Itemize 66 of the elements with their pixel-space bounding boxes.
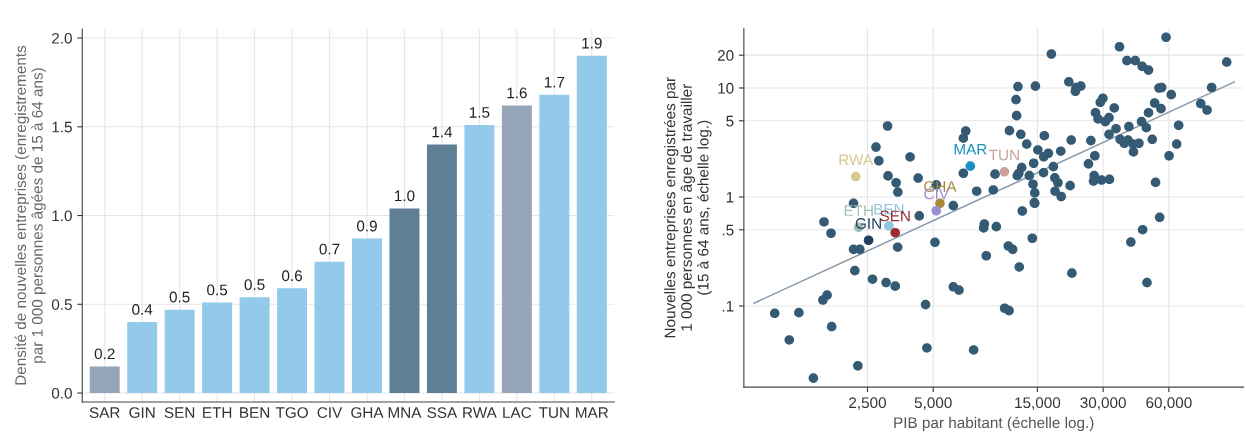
x-tick-label: ETH — [203, 407, 232, 418]
data-label: 1.9 — [582, 37, 602, 49]
data-label: 1.5 — [469, 107, 490, 118]
data-label: 0.7 — [319, 243, 340, 255]
series-label: TUN — [989, 149, 1019, 161]
y-tick-label: .5 — [722, 224, 734, 236]
bar — [464, 125, 495, 394]
x-tick-label: 2,500 — [849, 397, 886, 410]
bar — [89, 366, 120, 394]
x-tick-label: 15,000 — [1015, 397, 1061, 410]
x-tick-label: LAC — [503, 407, 532, 419]
y-tick-label: .1 — [722, 301, 734, 312]
x-tick-label: MAR — [576, 407, 609, 418]
x-tick-label: MNA — [388, 407, 422, 418]
x-tick-label: GHA — [351, 407, 384, 419]
bar — [389, 208, 420, 394]
series-label: GIN — [855, 218, 881, 229]
y-axis-title: Nouvelles entreprises enregistrées par 1 000 personnes en âge de travailler (15 à 64 ans, échelle log.) — [663, 77, 712, 338]
x-tick-label: 30,000 — [1080, 397, 1126, 410]
y-tick-label: 0.0 — [51, 387, 72, 399]
y-tick-label: 1 — [726, 192, 734, 203]
y-axis-title: Densité de nouvelles entreprises (enregistrements par 1 000 personnes âgées de 15 à 64 ans) — [14, 45, 46, 385]
bar — [277, 288, 308, 394]
bar — [127, 322, 158, 394]
x-tick-label: SSA — [427, 407, 458, 419]
x-tick-label: BEN — [240, 407, 270, 418]
series-label: RWA — [839, 154, 874, 166]
data-label: 1.0 — [395, 190, 415, 202]
y-tick-label: 10 — [718, 82, 734, 94]
y-tick-label: 1.0 — [52, 210, 72, 222]
data-label: 0.5 — [207, 284, 228, 296]
x-tick-label: 5,000 — [914, 397, 952, 410]
bar — [239, 297, 270, 394]
bar — [501, 105, 532, 394]
x-tick-label: TGO — [275, 407, 308, 419]
y-tick-label: 0.5 — [51, 299, 72, 310]
data-label: 1.7 — [544, 76, 565, 88]
x-axis-title: PIB par habitant (échelle log.) — [894, 416, 1094, 432]
y-tick-label: 20 — [717, 50, 734, 61]
bar — [202, 302, 233, 394]
x-tick-label: SEN — [164, 407, 195, 419]
data-label: 1.6 — [507, 87, 527, 99]
series-label: ETH — [844, 205, 873, 216]
bar — [164, 309, 195, 394]
data-label: 0.4 — [132, 304, 153, 315]
data-label: 0.6 — [282, 270, 302, 282]
data-label: 0.2 — [94, 348, 115, 360]
y-tick-label: 5 — [726, 115, 734, 127]
bar — [539, 94, 570, 394]
data-label: 0.5 — [169, 291, 190, 303]
data-label: 0.5 — [244, 279, 265, 291]
bar — [352, 238, 382, 394]
data-label: 0.9 — [356, 220, 377, 232]
x-tick-label: GIN — [129, 407, 155, 419]
x-tick-label: CIV — [317, 407, 343, 419]
data-label: 1.4 — [432, 126, 453, 138]
series-label: MAR — [954, 144, 987, 155]
bar — [576, 55, 607, 394]
x-tick-label: 60,000 — [1146, 397, 1192, 410]
y-tick-label: 2.0 — [52, 32, 72, 44]
x-tick-label: RWA — [463, 407, 497, 418]
bar — [314, 261, 345, 394]
y-tick-label: 1.5 — [52, 121, 72, 133]
x-tick-label: TUN — [538, 407, 569, 419]
bar — [426, 144, 457, 394]
x-tick-label: SAR — [89, 407, 120, 419]
